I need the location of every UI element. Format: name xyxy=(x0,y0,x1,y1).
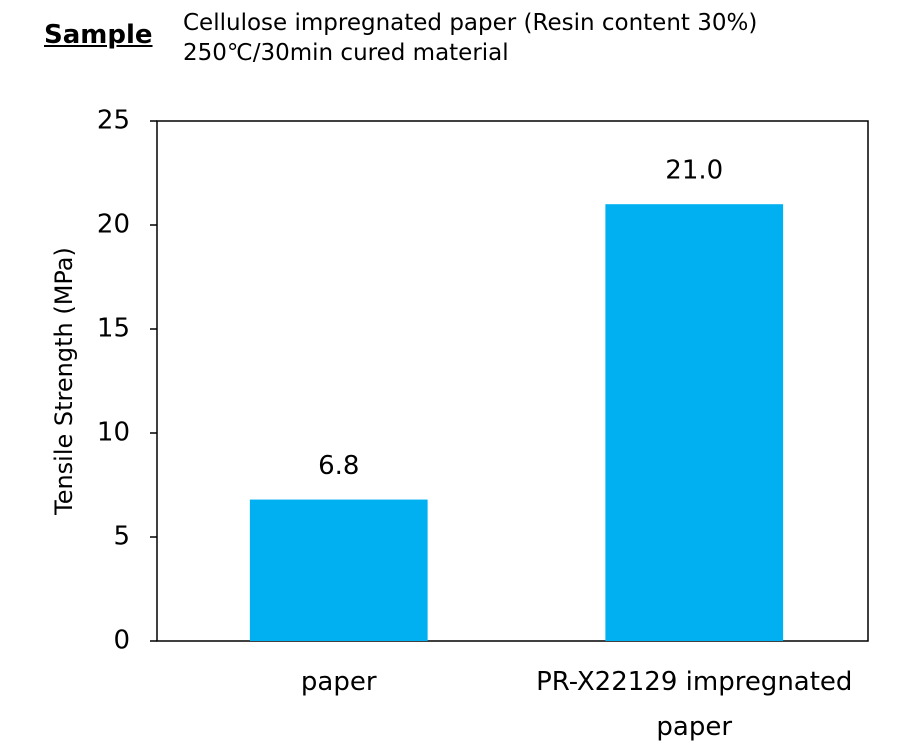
bar xyxy=(249,499,428,641)
value-label: 21.0 xyxy=(665,156,723,186)
description-line: 250℃/30min cured material xyxy=(183,40,509,66)
x-tick-label: paper xyxy=(300,667,377,697)
value-label: 6.8 xyxy=(318,451,359,481)
y-tick-label: 25 xyxy=(97,106,130,136)
bar xyxy=(605,204,784,641)
y-tick-label: 15 xyxy=(97,314,130,344)
y-tick-label: 0 xyxy=(113,626,130,656)
y-tick-label: 20 xyxy=(97,210,130,240)
description-line: Cellulose impregnated paper (Resin conte… xyxy=(183,10,758,36)
x-tick-label: PR-X22129 impregnated paper xyxy=(536,667,853,742)
sample-label: Sample xyxy=(44,20,153,50)
y-tick-label: 5 xyxy=(113,522,130,552)
plot-frame xyxy=(156,120,869,642)
sample-description: Cellulose impregnated paper (Resin conte… xyxy=(183,8,757,68)
y-axis-label: Tensile Strength (MPa) xyxy=(50,247,78,516)
y-tick-label: 10 xyxy=(97,418,130,448)
